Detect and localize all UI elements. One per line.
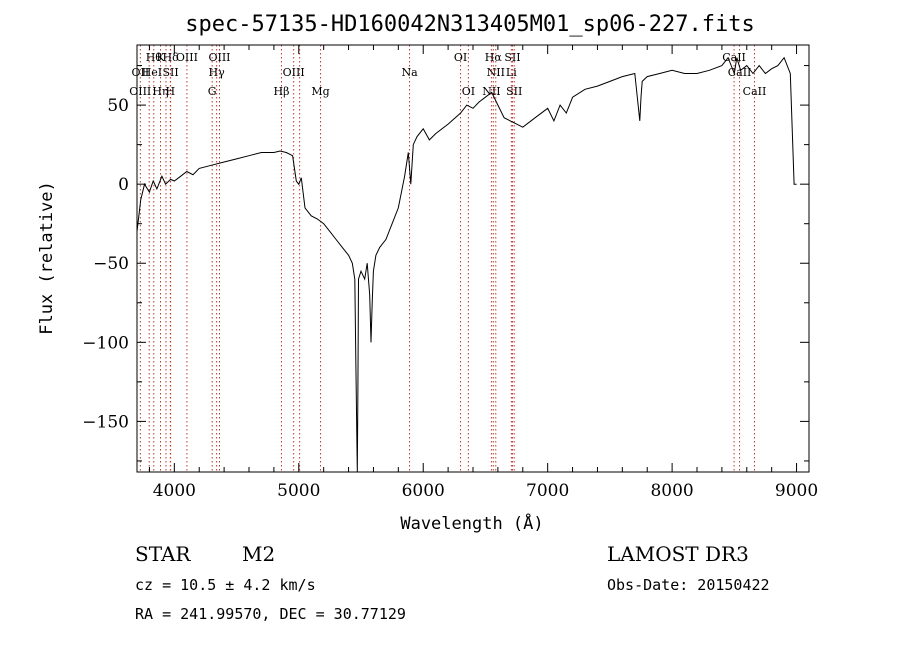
y-axis: −150 −100 −50 0 50 [82,65,809,462]
line-label: NII [482,85,500,98]
y-tick-label: 50 [107,96,129,116]
line-label: SII [506,85,522,98]
plot-frame [136,44,810,473]
line-label: OIII [129,85,151,98]
line-label: OII [132,66,150,79]
y-tick-label: −50 [93,254,129,274]
line-label: CaII [722,51,746,64]
line-label: OI [462,85,475,98]
line-label: OIII [176,51,198,64]
x-tick-label: 5000 [277,481,320,501]
x-tick-label: 6000 [402,481,445,501]
spectrum-line [136,56,797,473]
coords-text: RA = 241.99570, DEC = 30.77129 [135,605,406,623]
x-axis: 4000 5000 6000 7000 8000 9000 [148,45,818,501]
line-label: SII [162,66,178,79]
line-label: Hα [485,51,503,64]
line-label: Li [506,66,517,79]
x-tick-label: 4000 [153,481,196,501]
line-label: Hγ [209,66,226,79]
line-label: Hθ [146,51,163,64]
redshift-text: cz = 10.5 ± 4.2 km/s [135,576,316,594]
y-tick-label: −100 [82,333,129,353]
x-tick-label: 7000 [526,481,569,501]
line-label: Na [401,66,418,79]
line-label: K [157,51,166,64]
obs-date-text: Obs-Date: 20150422 [607,576,770,594]
x-axis-label: Wavelength (Å) [400,512,543,534]
y-tick-label: −150 [82,412,129,432]
line-label: CaII [743,85,767,98]
line-label: NII [487,66,505,79]
line-label: Hη [152,85,168,98]
line-label: OIII [208,51,230,64]
survey-name: LAMOST DR3 [607,542,749,566]
line-label: CaII [728,66,752,79]
x-tick-label: 8000 [650,481,693,501]
y-axis-label: Flux (relative) [37,181,57,335]
x-tick-label: 9000 [775,481,818,501]
y-tick-label: 0 [118,175,129,195]
chart-title: spec-57135-HD160042N313405M01_sp06-227.f… [185,12,755,37]
emission-lines [139,45,755,472]
line-label: OIII [283,66,305,79]
line-label: OI [454,51,467,64]
line-label: Mg [311,85,329,98]
line-label: G [208,85,217,98]
line-label: Hβ [274,85,290,98]
line-label: HeI [142,66,162,79]
object-subclass: M2 [242,542,275,566]
line-label: H [166,85,176,98]
line-label: Hδ [162,51,179,64]
object-class: STAR [135,542,191,566]
line-label: SII [504,51,520,64]
